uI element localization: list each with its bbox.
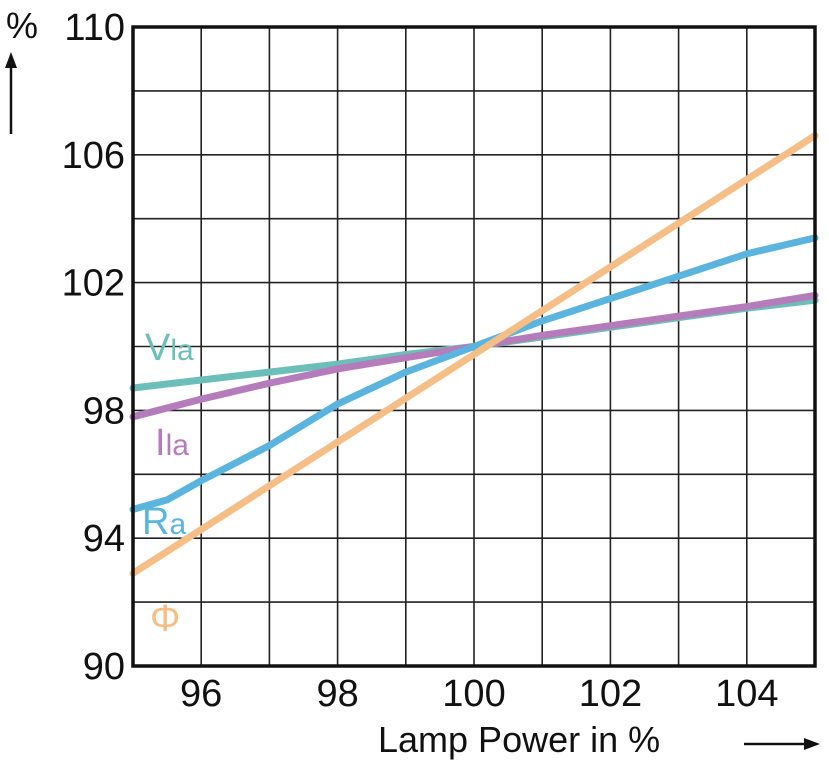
x-tick-label: 98 xyxy=(316,673,358,715)
y-tick-label: 90 xyxy=(83,646,125,688)
x-tick-label: 102 xyxy=(579,673,642,715)
x-axis-arrow xyxy=(744,738,820,750)
y-tick-label: 110 xyxy=(64,7,125,49)
plot-frame xyxy=(131,25,817,668)
x-axis-ticks: 96 98 100 102 104 xyxy=(180,673,778,715)
y-axis-ticks: 90 94 98 102 106 110 xyxy=(62,7,125,688)
y-tick-label: 98 xyxy=(83,390,125,432)
x-tick-label: 96 xyxy=(180,673,222,715)
y-tick-label: 106 xyxy=(62,135,125,177)
series-line-φ xyxy=(129,132,819,577)
series-lines xyxy=(129,132,819,577)
series-label-φ: Φ xyxy=(150,598,180,640)
y-axis-arrow xyxy=(5,52,17,134)
y-axis-label: % xyxy=(6,5,38,46)
series-label-ra: Ra xyxy=(142,501,186,543)
x-axis-label: Lamp Power in % xyxy=(378,719,660,760)
series-line-ra xyxy=(129,234,819,513)
series-label-ila: Ila xyxy=(155,422,189,464)
series-label-vla: Vla xyxy=(145,327,194,369)
x-tick-label: 104 xyxy=(715,673,778,715)
y-tick-label: 94 xyxy=(83,518,125,560)
x-tick-label: 100 xyxy=(442,673,505,715)
series-labels: Vla Ila Ra Φ xyxy=(142,327,194,640)
y-tick-label: 102 xyxy=(62,263,125,305)
